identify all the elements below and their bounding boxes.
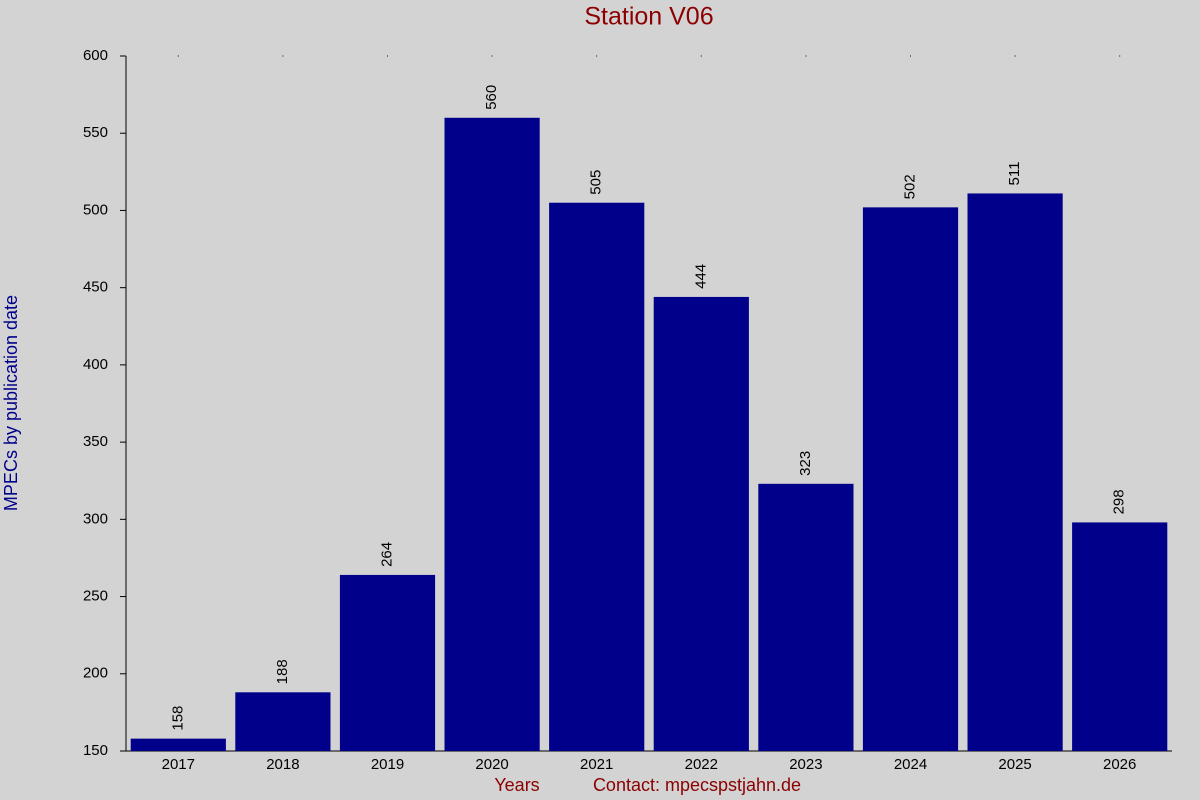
x-tick-label: 2020 — [475, 756, 508, 773]
y-tick-label: 350 — [83, 433, 108, 450]
y-tick-label: 300 — [83, 510, 108, 527]
top-dot — [805, 55, 807, 57]
value-label: 188 — [274, 659, 291, 684]
y-tick-label: 450 — [83, 279, 108, 296]
bar — [1072, 522, 1168, 751]
y-tick-label: 400 — [83, 356, 108, 373]
top-dot — [700, 55, 702, 57]
y-tick-label: 550 — [83, 124, 108, 141]
bar — [653, 296, 749, 751]
x-tick-label: 2017 — [162, 756, 195, 773]
y-tick-label: 500 — [83, 201, 108, 218]
x-axis-label: Years — [494, 775, 539, 795]
y-tick-label: 250 — [83, 588, 108, 605]
x-tick-label: 2021 — [580, 756, 613, 773]
value-label: 511 — [1006, 162, 1023, 186]
y-tick-label: 200 — [83, 665, 108, 682]
annotation: Contact: mpecspstjahn.de — [593, 775, 801, 795]
top-dot — [1119, 55, 1121, 57]
top-dot — [910, 55, 911, 57]
value-label: 444 — [692, 264, 709, 289]
y-tick-label: 600 — [83, 47, 108, 64]
value-label: 505 — [588, 170, 605, 195]
top-dot — [387, 55, 388, 57]
bar — [130, 738, 226, 751]
x-tick-label: 2022 — [685, 756, 718, 773]
value-label: 298 — [1111, 489, 1128, 514]
top-dot — [491, 55, 493, 57]
bar — [758, 483, 854, 751]
chart-title: Station V06 — [584, 3, 713, 31]
value-label: 560 — [483, 85, 500, 110]
x-tick-label: 2023 — [789, 756, 822, 773]
x-tick-label: 2025 — [998, 756, 1031, 773]
value-label: 502 — [901, 174, 918, 199]
bar — [967, 193, 1063, 751]
value-label: 323 — [797, 451, 814, 476]
x-tick-label: 2018 — [266, 756, 299, 773]
bar — [862, 207, 959, 751]
top-dot — [177, 55, 179, 57]
top-dot — [596, 55, 598, 57]
bar — [235, 692, 331, 751]
x-tick-label: 2024 — [894, 756, 927, 773]
x-tick-label: 2019 — [371, 756, 404, 773]
value-label: 158 — [169, 706, 186, 731]
top-dot — [282, 55, 284, 57]
top-dot — [1014, 55, 1016, 57]
bar — [549, 202, 645, 751]
y-tick-label: 150 — [83, 742, 108, 759]
y-axis-label: MPECs by publication date — [1, 295, 21, 511]
bar — [444, 117, 540, 752]
bar — [339, 574, 436, 751]
x-tick-label: 2026 — [1103, 756, 1136, 773]
value-label: 264 — [378, 542, 395, 567]
